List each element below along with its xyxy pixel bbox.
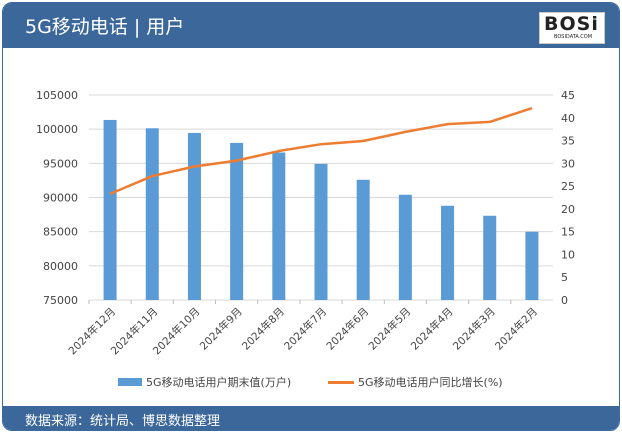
x-tick-label: 2024年2月 <box>492 305 540 353</box>
line-point <box>447 123 449 125</box>
legend-line: 5G移动电话用户同比增长(%) <box>328 374 503 390</box>
x-tick-label: 2024年6月 <box>324 305 372 353</box>
line-point <box>362 140 364 142</box>
y-right-tick-label: 30 <box>561 157 575 170</box>
legend-bar-swatch <box>118 378 142 386</box>
line-point <box>278 150 280 152</box>
y-left-tick-label: 85000 <box>43 226 78 239</box>
y-left-tick-label: 80000 <box>43 260 78 273</box>
legend-line-label: 5G移动电话用户同比增长(%) <box>358 376 503 389</box>
header-bar: 5G移动电话 | 用户 BOSi BOSIDATA.COM <box>3 3 619 48</box>
legend-bar: 5G移动电话用户期末值(万户) <box>118 374 291 390</box>
bar <box>483 215 497 300</box>
line-point <box>320 143 322 145</box>
footer-bar: 数据来源：统计局、博思数据整理 <box>3 406 619 430</box>
x-tick-label: 2024年8月 <box>239 305 287 353</box>
logo-text: BOSi <box>544 13 599 35</box>
bar <box>272 152 286 300</box>
legend-line-swatch <box>328 380 354 384</box>
line-point <box>151 175 153 177</box>
x-tick-label: 2024年7月 <box>281 305 329 353</box>
line-point <box>109 193 111 195</box>
y-right-tick-label: 10 <box>561 248 575 261</box>
source-note: 数据来源：统计局、博思数据整理 <box>25 414 221 429</box>
logo-sub: BOSIDATA.COM <box>554 34 593 40</box>
bar <box>145 128 159 300</box>
line-point <box>531 107 533 109</box>
y-right-tick-label: 20 <box>561 203 575 216</box>
legend-bar-label: 5G移动电话用户期末值(万户) <box>146 376 292 389</box>
line-point <box>193 166 195 168</box>
y-left-tick-label: 105000 <box>36 89 78 102</box>
y-left-tick-label: 90000 <box>43 192 78 205</box>
y-right-tick-label: 5 <box>561 271 568 284</box>
bar <box>230 142 244 300</box>
y-right-tick-label: 15 <box>561 226 575 239</box>
x-tick-label: 2024年9月 <box>197 305 245 353</box>
line-point <box>404 131 406 133</box>
y-left-tick-label: 75000 <box>43 294 78 307</box>
y-left-tick-label: 100000 <box>36 123 78 136</box>
bar <box>187 132 201 300</box>
x-tick-label: 2024年3月 <box>450 305 498 353</box>
bar <box>441 205 455 300</box>
x-tick-label: 2024年4月 <box>408 305 456 353</box>
bar <box>525 231 539 300</box>
y-right-tick-label: 45 <box>561 89 575 102</box>
page-title: 5G移动电话 | 用户 <box>25 16 185 38</box>
y-right-tick-label: 0 <box>561 294 568 307</box>
y-right-tick-label: 25 <box>561 180 575 193</box>
line-point <box>236 160 238 162</box>
bar <box>398 194 412 300</box>
line-point <box>489 121 491 123</box>
logo: BOSi BOSIDATA.COM <box>539 12 605 44</box>
bar <box>356 179 370 300</box>
y-right-tick-label: 35 <box>561 135 575 148</box>
y-left-tick-label: 95000 <box>43 157 78 170</box>
x-tick-label: 2024年5月 <box>366 305 414 353</box>
y-right-tick-label: 40 <box>561 112 575 125</box>
bar <box>314 163 328 300</box>
bar <box>103 119 117 300</box>
